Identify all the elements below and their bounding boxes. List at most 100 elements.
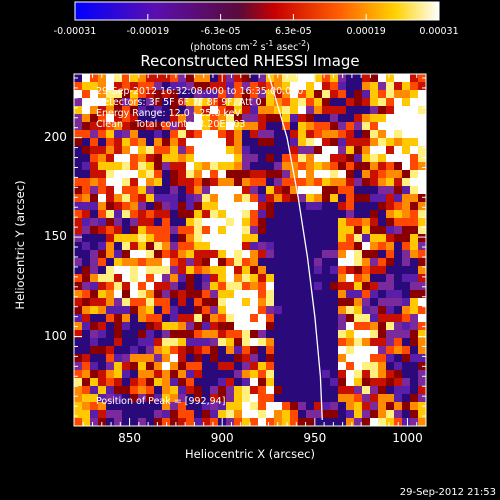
heatmap-cell xyxy=(202,338,211,347)
heatmap-cell xyxy=(90,362,99,371)
heatmap-cell xyxy=(218,314,227,323)
heatmap-cell xyxy=(402,202,411,211)
heatmap-cell xyxy=(106,194,115,203)
heatmap-cell xyxy=(234,194,243,203)
heatmap-cell xyxy=(290,154,299,163)
heatmap-cell xyxy=(130,226,139,235)
heatmap-cell xyxy=(82,266,91,275)
heatmap-cell xyxy=(386,210,395,219)
heatmap-cell xyxy=(370,330,379,339)
heatmap-cell xyxy=(242,170,251,179)
heatmap-cell xyxy=(114,170,123,179)
heatmap-cell xyxy=(378,290,387,299)
heatmap-cell xyxy=(106,82,115,91)
heatmap-cell xyxy=(90,402,99,411)
heatmap-cell xyxy=(322,314,331,323)
heatmap-cell xyxy=(98,202,107,211)
heatmap-cell xyxy=(370,386,379,395)
heatmap-cell xyxy=(330,346,339,355)
heatmap-cell xyxy=(114,234,123,243)
heatmap-cell xyxy=(322,162,331,171)
heatmap-cell xyxy=(354,82,363,91)
heatmap-cell xyxy=(306,242,315,251)
heatmap-cell xyxy=(258,170,267,179)
heatmap-cell xyxy=(290,162,299,171)
heatmap-cell xyxy=(82,210,91,219)
heatmap-cell xyxy=(394,322,403,331)
heatmap-cell xyxy=(130,162,139,171)
heatmap-cell xyxy=(306,194,315,203)
heatmap-cell xyxy=(194,138,203,147)
heatmap-cell xyxy=(242,106,251,115)
heatmap-cell xyxy=(122,90,131,99)
heatmap-cell xyxy=(122,234,131,243)
heatmap-cell xyxy=(258,258,267,267)
heatmap-cell xyxy=(322,306,331,315)
heatmap-cell xyxy=(402,162,411,171)
heatmap-cell xyxy=(266,330,275,339)
heatmap-cell xyxy=(314,418,323,426)
heatmap-cell xyxy=(362,154,371,163)
heatmap-cell xyxy=(290,306,299,315)
heatmap-cell xyxy=(410,314,419,323)
heatmap-cell xyxy=(290,346,299,355)
heatmap-cell xyxy=(138,234,147,243)
heatmap-cell xyxy=(410,298,419,307)
heatmap-cell xyxy=(250,338,259,347)
heatmap-cell xyxy=(82,178,91,187)
heatmap-cell xyxy=(98,130,107,139)
heatmap-cell xyxy=(418,258,426,267)
heatmap-cell xyxy=(178,402,187,411)
heatmap-cell xyxy=(178,114,187,123)
heatmap-cell xyxy=(210,266,219,275)
heatmap-cell xyxy=(234,378,243,387)
heatmap-cell xyxy=(330,122,339,131)
heatmap-cell xyxy=(266,186,275,195)
heatmap-cell xyxy=(402,378,411,387)
heatmap-cell xyxy=(170,146,179,155)
heatmap-cell xyxy=(74,226,83,235)
heatmap-cell xyxy=(402,410,411,419)
heatmap-cell xyxy=(306,154,315,163)
heatmap-cell xyxy=(114,82,123,91)
heatmap-cell xyxy=(178,130,187,139)
heatmap-cell xyxy=(274,98,283,107)
heatmap-cell xyxy=(370,370,379,379)
heatmap-cell xyxy=(258,354,267,363)
heatmap-cell xyxy=(338,258,347,267)
heatmap-cell xyxy=(82,226,91,235)
heatmap-cell xyxy=(410,274,419,283)
heatmap-cell xyxy=(74,346,83,355)
heatmap-cell xyxy=(370,122,379,131)
heatmap-cell xyxy=(210,378,219,387)
heatmap-cell xyxy=(138,194,147,203)
heatmap-cell xyxy=(122,146,131,155)
heatmap-cell xyxy=(122,410,131,419)
heatmap-cell xyxy=(98,378,107,387)
heatmap-cell xyxy=(106,266,115,275)
heatmap-cell xyxy=(258,130,267,139)
heatmap-cell xyxy=(202,386,211,395)
heatmap-cell xyxy=(322,346,331,355)
heatmap-cell xyxy=(314,282,323,291)
heatmap-cell xyxy=(82,362,91,371)
heatmap-cell xyxy=(314,130,323,139)
heatmap-cell xyxy=(362,354,371,363)
heatmap-cell xyxy=(82,418,91,426)
heatmap-cell xyxy=(162,322,171,331)
heatmap-cell xyxy=(98,210,107,219)
heatmap-cell xyxy=(298,330,307,339)
heatmap-cell xyxy=(74,402,83,411)
heatmap-cell xyxy=(186,386,195,395)
heatmap-cell xyxy=(322,370,331,379)
heatmap-cell xyxy=(74,90,83,99)
heatmap-cell xyxy=(130,402,139,411)
heatmap-cell xyxy=(202,306,211,315)
heatmap-cell xyxy=(178,362,187,371)
heatmap-cell xyxy=(282,74,291,83)
heatmap-cell xyxy=(314,210,323,219)
heatmap-cell xyxy=(226,162,235,171)
heatmap-cell xyxy=(322,290,331,299)
heatmap-cell xyxy=(354,210,363,219)
heatmap-cell xyxy=(114,282,123,291)
